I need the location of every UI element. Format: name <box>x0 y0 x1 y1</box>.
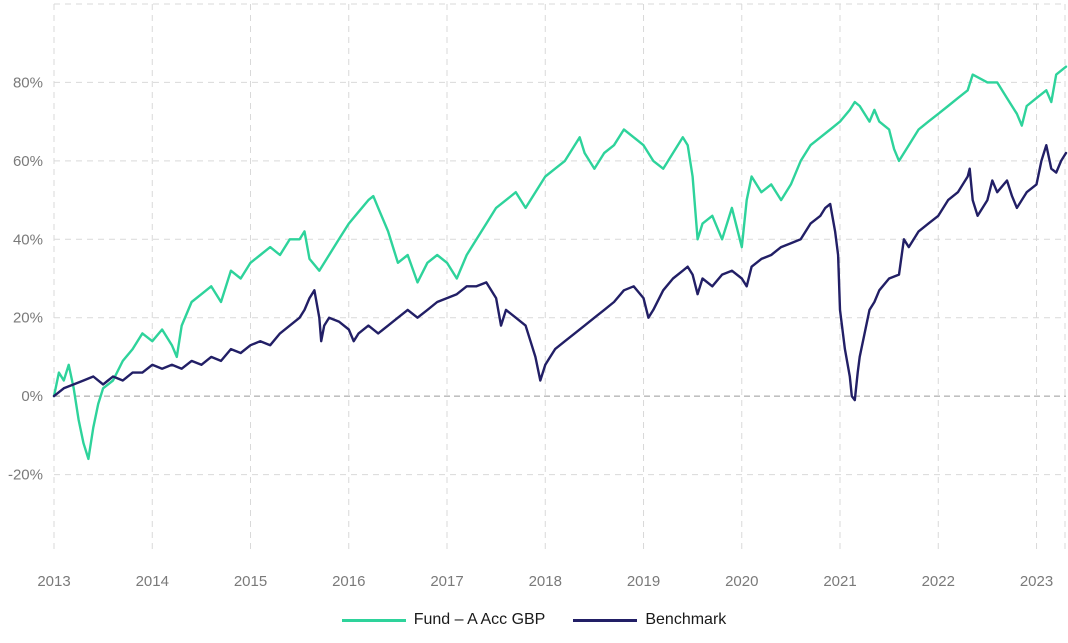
gridlines <box>53 3 1066 553</box>
fund-series-line <box>52 65 1068 461</box>
y-tick-label: -20% <box>8 467 43 484</box>
x-tick-label: 2022 <box>922 573 955 590</box>
x-tick-label: 2020 <box>725 573 758 590</box>
y-tick-label: 40% <box>13 231 43 248</box>
legend-label-fund: Fund – A Acc GBP <box>413 611 546 628</box>
y-tick-label: 80% <box>13 74 43 91</box>
x-tick-label: 2019 <box>627 573 660 590</box>
legend-swatch-benchmark <box>573 618 638 622</box>
y-tick-label: 20% <box>13 310 43 327</box>
legend-swatch-fund <box>341 618 406 622</box>
x-tick-label: 2021 <box>823 573 856 590</box>
x-tick-label: 2015 <box>234 573 267 590</box>
legend: Fund – A Acc GBP Benchmark <box>0 611 1068 629</box>
x-axis-tick-labels: 2013 2014 2015 2016 2017 2018 2019 2020 2021 2022… <box>37 573 1053 590</box>
y-tick-label: 0% <box>21 388 43 405</box>
y-axis-tick-labels: -20% 0% 20% 40% 60% 80% <box>8 74 43 483</box>
x-tick-label: 2016 <box>332 573 365 590</box>
x-tick-label: 2014 <box>136 573 169 590</box>
y-tick-label: 60% <box>13 153 43 170</box>
x-tick-label: 2017 <box>430 573 463 590</box>
benchmark-series-line <box>52 144 1068 402</box>
x-tick-label: 2013 <box>37 573 70 590</box>
legend-item-benchmark[interactable]: Benchmark <box>573 611 726 629</box>
legend-item-fund[interactable]: Fund – A Acc GBP <box>341 611 546 629</box>
x-tick-label: 2018 <box>529 573 562 590</box>
legend-label-benchmark: Benchmark <box>645 611 727 628</box>
line-chart: -20%0%20%40%60%80% 2013 2014 2015 2016 2017 2… <box>8 3 1068 590</box>
x-tick-label: 2023 <box>1020 573 1053 590</box>
series-lines <box>52 65 1068 461</box>
